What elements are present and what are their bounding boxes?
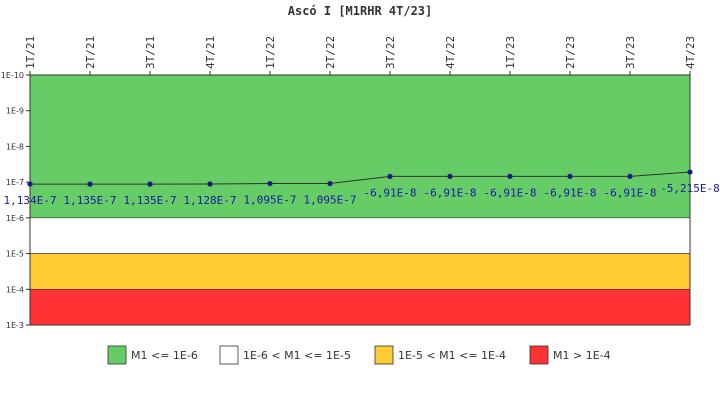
- y-tick-label: 1E-9: [6, 107, 24, 116]
- data-point: [387, 173, 393, 180]
- x-tick-label: 1T/23: [504, 36, 517, 69]
- data-point: [567, 173, 573, 180]
- y-tick-label: 1E-6: [6, 214, 24, 223]
- data-label: 1,095E-7: [304, 194, 357, 207]
- data-label: -6,91E-8: [544, 186, 597, 199]
- data-point: [267, 180, 273, 187]
- x-tick-label: 4T/23: [684, 36, 697, 69]
- x-tick-label: 1T/21: [24, 36, 37, 69]
- chart-title: Ascó I [M1RHR 4T/23]: [288, 4, 433, 18]
- data-label: 1,128E-7: [184, 194, 237, 207]
- y-axis: 1E-10 1E-9 1E-8 1E-7 1E-6 1E-5 1E-4 1E-3: [1, 71, 30, 330]
- y-tick-label: 1E-4: [6, 285, 24, 294]
- data-label: -5,215E-8: [660, 182, 720, 195]
- x-tick-label: 3T/21: [144, 36, 157, 69]
- y-tick-label: 1E-8: [6, 142, 24, 151]
- data-label: -6,91E-8: [364, 186, 417, 199]
- data-point: [627, 173, 633, 180]
- legend-label: 1E-5 < M1 <= 1E-4: [398, 349, 506, 362]
- legend-swatch: [374, 345, 394, 365]
- legend-label: 1E-6 < M1 <= 1E-5: [243, 349, 351, 362]
- data-point: [447, 173, 453, 180]
- legend: M1 <= 1E-6 1E-6 < M1 <= 1E-5 1E-5 < M1 <= …: [107, 345, 611, 365]
- data-series: [27, 169, 693, 187]
- x-axis: 1T/21 2T/21 3T/21 4T/21 1T/22 2T/22 3T/22 4T/22…: [24, 36, 697, 75]
- data-label: -6,91E-8: [604, 186, 657, 199]
- series-line: [29, 171, 691, 185]
- data-label: -6,91E-8: [484, 186, 537, 199]
- x-tick-label: 4T/22: [444, 36, 457, 69]
- data-point: [87, 181, 93, 187]
- legend-swatch: [219, 345, 239, 365]
- data-point: [207, 181, 213, 187]
- data-point: [327, 180, 333, 187]
- x-tick-label: 2T/21: [84, 36, 97, 69]
- y-tick-label: 1E-5: [6, 250, 24, 259]
- x-tick-label: 3T/23: [624, 36, 637, 69]
- y-tick-label: 1E-3: [6, 321, 24, 330]
- x-tick-label: 4T/21: [204, 36, 217, 69]
- data-label: 1,135E-7: [64, 194, 117, 207]
- x-tick-label: 2T/22: [324, 36, 337, 69]
- data-label: 1,095E-7: [244, 194, 297, 207]
- data-label: 1,135E-7: [124, 194, 177, 207]
- x-tick-label: 2T/23: [564, 36, 577, 69]
- data-point: [687, 169, 693, 175]
- plot-border: [29, 74, 691, 326]
- y-tick-label: 1E-10: [1, 71, 24, 80]
- data-label: 1,134E-7: [4, 194, 57, 207]
- band-1: [29, 217, 691, 254]
- data-point: [507, 173, 513, 180]
- band-3: [29, 288, 691, 326]
- band-2: [29, 253, 691, 290]
- y-tick-label: 1E-7: [6, 178, 24, 187]
- x-tick-label: 3T/22: [384, 36, 397, 69]
- data-point: [147, 181, 153, 187]
- legend-label: M1 > 1E-4: [553, 349, 611, 362]
- risk-bands: [29, 74, 691, 326]
- data-point: [27, 181, 33, 187]
- data-labels: 1,134E-7 1,135E-7 1,135E-7 1,128E-7 1,095E-7…: [4, 182, 720, 207]
- legend-swatch: [529, 345, 549, 365]
- x-tick-label: 1T/22: [264, 36, 277, 69]
- legend-label: M1 <= 1E-6: [131, 349, 198, 362]
- legend-swatch: [107, 345, 127, 365]
- data-label: -6,91E-8: [424, 186, 477, 199]
- band-0: [29, 74, 691, 219]
